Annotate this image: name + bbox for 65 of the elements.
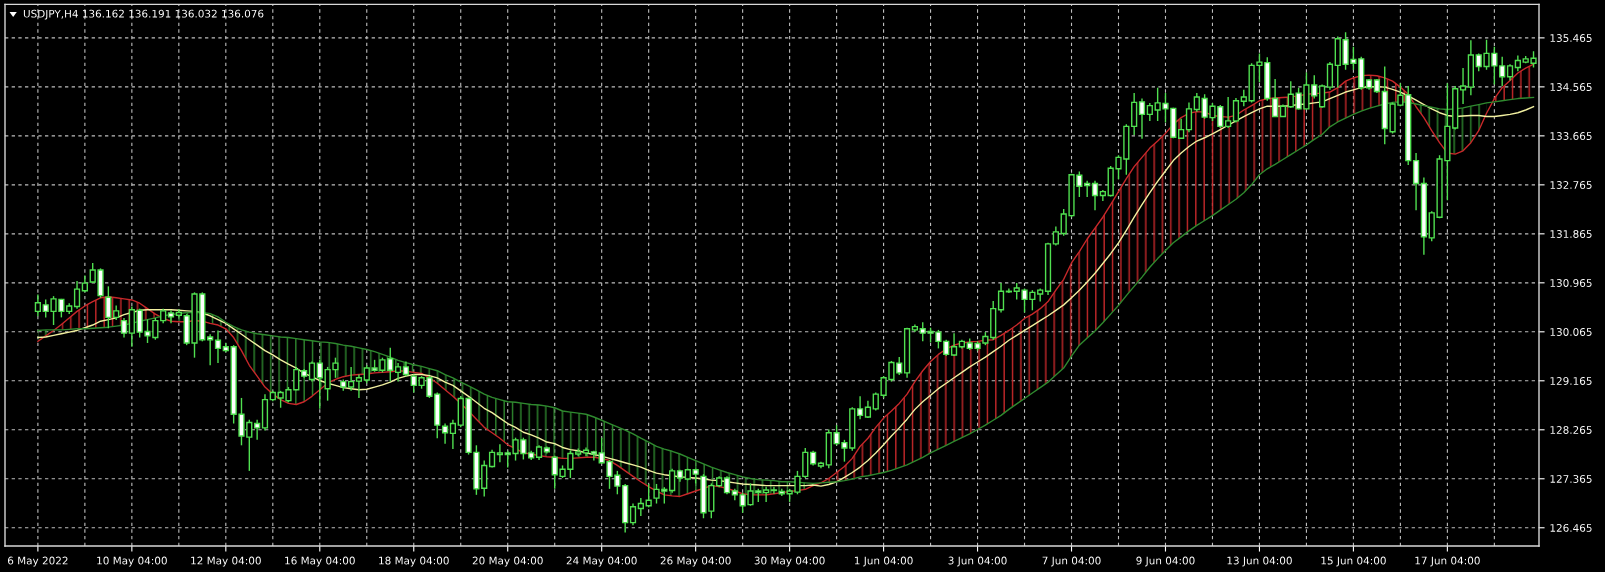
x-tick-label: 1 Jun 04:00: [854, 556, 913, 567]
candlestick: [629, 502, 637, 527]
y-tick-label: 135.465: [1550, 34, 1592, 42]
x-tick-label: 7 Jun 04:00: [1042, 556, 1101, 567]
candlestick: [1185, 101, 1193, 134]
x-tick-label: 24 May 04:00: [566, 556, 637, 567]
candlestick: [1271, 78, 1279, 118]
x-tick-label: 17 Jun 04:00: [1415, 556, 1480, 567]
x-tick-label: 18 May 04:00: [379, 556, 449, 567]
candlestick: [669, 468, 676, 494]
candlestick: [128, 305, 135, 348]
candlestick: [1459, 67, 1467, 105]
y-tick-label: 134.565: [1550, 83, 1592, 91]
x-tick-label: 30 May 04:00: [754, 556, 825, 567]
chart-title: USDJPY,H4 136.162 136.191 136.032 136.076: [23, 9, 264, 20]
candlestick: [997, 282, 1005, 314]
candlestick: [1326, 61, 1334, 91]
candlestick: [1091, 180, 1099, 211]
candlestick: [105, 285, 112, 329]
candlestick: [763, 485, 770, 503]
x-tick-label: 6 May 2022: [7, 556, 68, 567]
candlestick: [1499, 55, 1506, 87]
candlestick: [496, 443, 504, 463]
candlestick: [1138, 97, 1146, 140]
candlestick: [214, 329, 222, 364]
y-tick-label: 130.965: [1550, 279, 1592, 287]
candlestick: [254, 419, 261, 441]
candlestick: [1318, 83, 1326, 109]
x-tick-label: 20 May 04:00: [472, 556, 543, 567]
candlestick: [1232, 97, 1240, 124]
candlestick: [1225, 96, 1232, 129]
x-tick-label: 16 May 04:00: [285, 556, 355, 567]
candlestick: [770, 485, 778, 495]
y-tick-label: 127.365: [1550, 475, 1592, 483]
candlestick: [394, 362, 402, 383]
y-tick-label: 126.465: [1550, 523, 1592, 532]
candlestick: [355, 373, 363, 399]
x-tick-label: 9 Jun 04:00: [1136, 556, 1195, 567]
candlestick: [856, 395, 864, 420]
x-tick-label: 10 May 04:00: [97, 556, 167, 567]
candlestick: [34, 293, 42, 317]
candlestick: [1178, 118, 1185, 140]
candlestick: [449, 419, 457, 450]
y-tick-label: 128.265: [1550, 426, 1592, 434]
y-tick-label: 129.165: [1550, 377, 1592, 385]
x-tick-label: 26 May 04:00: [660, 556, 731, 567]
candlestick: [1084, 180, 1091, 198]
candlestick: [637, 497, 644, 517]
candlestick: [1193, 92, 1200, 113]
x-tick-label: 15 Jun 04:00: [1321, 556, 1386, 567]
candlestick: [120, 317, 128, 339]
y-tick-label: 130.065: [1550, 328, 1592, 336]
candlestick: [308, 360, 316, 383]
x-tick-label: 12 May 04:00: [191, 556, 261, 567]
y-tick-label: 131.865: [1550, 230, 1592, 238]
candlestick: [1052, 225, 1059, 247]
x-tick-label: 3 Jun 04:00: [948, 556, 1007, 567]
y-tick-label: 133.665: [1550, 132, 1592, 140]
candlestick: [347, 366, 355, 392]
y-tick-label: 132.765: [1550, 181, 1592, 189]
candlestick: [1131, 92, 1138, 136]
candlestick: [73, 280, 81, 310]
candlestick: [1412, 152, 1420, 211]
x-tick-label: 13 Jun 04:00: [1227, 556, 1292, 567]
candlestick: [207, 333, 214, 366]
